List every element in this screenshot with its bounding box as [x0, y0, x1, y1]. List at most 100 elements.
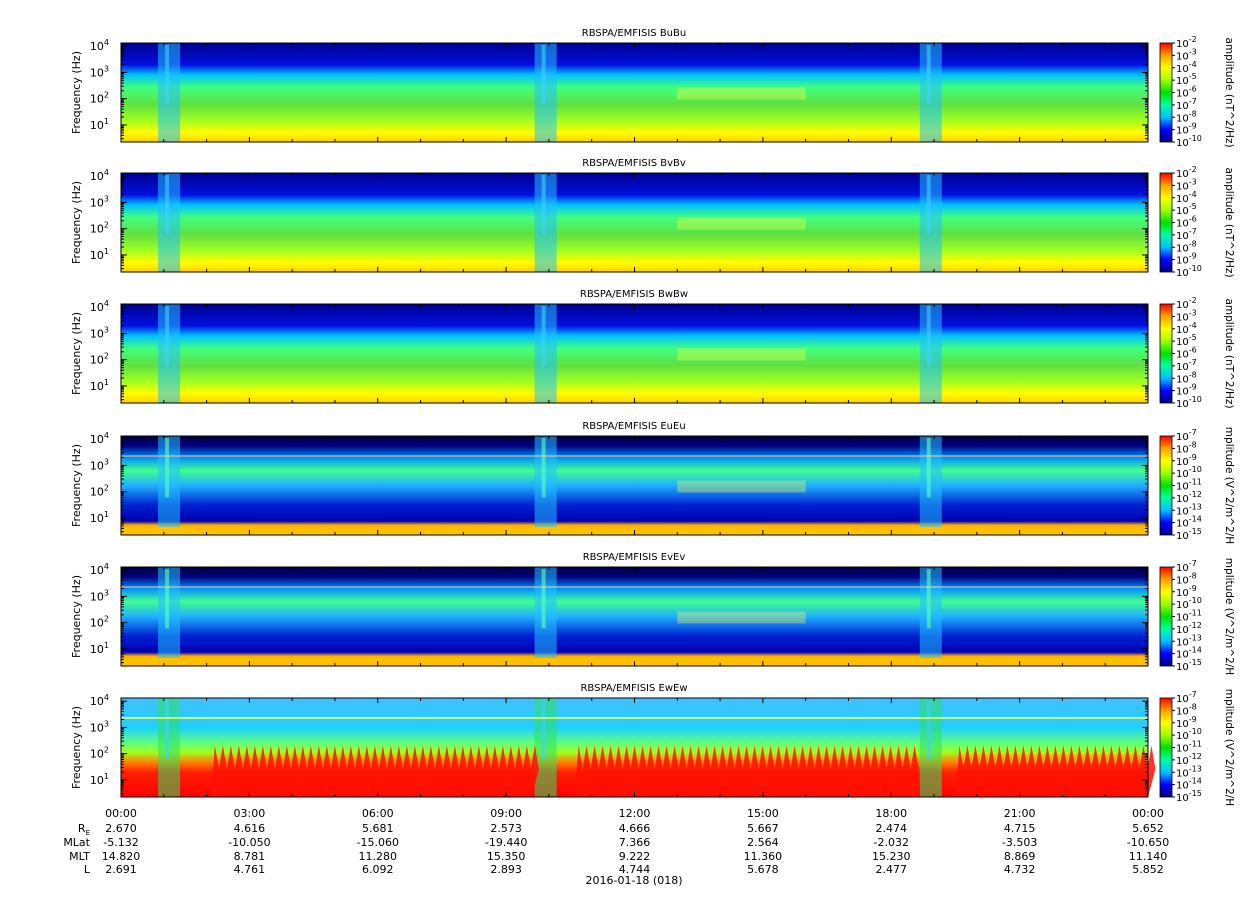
ephemeris-value: 5.681	[362, 822, 394, 835]
ephemeris-value: 2.893	[490, 863, 522, 876]
colorbar-label: amplitude (nT^2/Hz)	[1223, 298, 1235, 408]
ephemeris-value: -3.503	[1002, 836, 1037, 849]
colorbar-tick-label: 10-13	[1176, 633, 1202, 648]
ephemeris-value: -2.032	[874, 836, 909, 849]
panel-title: RBSPA/EMFISIS EuEu	[582, 421, 685, 432]
x-tick-label: 06:00	[362, 807, 394, 820]
ephemeris-value: 2.691	[105, 863, 137, 876]
ephemeris-value: 11.280	[359, 850, 398, 863]
y-axis-label: Frequency (Hz)	[70, 706, 83, 789]
panel-title: RBSPA/EMFISIS BvBv	[582, 158, 686, 169]
colorbar-tick-label: 10-7	[1176, 559, 1197, 574]
perigee-spike	[165, 569, 170, 629]
y-tick-label: 104	[90, 299, 109, 314]
perigee-spike	[926, 438, 931, 498]
colorbar-tick-label: 10-5	[1176, 202, 1197, 217]
panel-title: RBSPA/EMFISIS EwEw	[580, 683, 687, 694]
panel-2: RBSPA/EMFISIS BvBv 101 102 103 104 Frequency …	[70, 158, 1235, 279]
ephemeris-value: 4.715	[1004, 822, 1036, 835]
y-axis-label: Frequency (Hz)	[70, 181, 83, 264]
colorbar-label: mplitude (V^2/m^2/H	[1223, 558, 1235, 675]
ephemeris-value: 4.616	[234, 822, 266, 835]
perigee-spike	[926, 306, 931, 366]
ephemeris-value: 6.092	[362, 863, 394, 876]
y-tick-label: 102	[90, 352, 109, 367]
colorbar-tick-label: 10-6	[1176, 215, 1197, 230]
panel-title: RBSPA/EMFISIS BwBw	[580, 289, 688, 300]
colorbar-label: amplitude (nT^2/Hz)	[1223, 37, 1235, 147]
x-tick-label: 21:00	[1004, 807, 1036, 820]
x-tick-label: 09:00	[490, 807, 522, 820]
colorbar-tick-label: 10-7	[1176, 690, 1197, 705]
colorbar-tick-label: 10-9	[1176, 252, 1197, 267]
colorbar-tick-label: 10-8	[1176, 702, 1197, 717]
ephemeris-value: 5.652	[1132, 822, 1164, 835]
spectrogram-image	[121, 304, 1148, 403]
colorbar-tick-label: 10-12	[1176, 752, 1202, 767]
ephemeris-table: RE 2.670 4.616 5.681 2.573 4.666 5.667 2.474 4.7…	[63, 822, 1169, 876]
colorbar-tick-label: 10-5	[1176, 333, 1197, 348]
colorbar-tick-label: 10-15	[1176, 527, 1202, 542]
spectrogram-image	[121, 173, 1148, 272]
spectrogram-image	[121, 43, 1148, 142]
perigee-spike	[165, 175, 170, 235]
hiss-enhancement	[677, 480, 806, 493]
ephemeris-value: 8.869	[1004, 850, 1036, 863]
colorbar-tick-label: 10-8	[1176, 370, 1197, 385]
panel-5: RBSPA/EMFISIS EvEv 101 102 103 104 Frequency …	[70, 552, 1235, 675]
hiss-enhancement	[677, 217, 806, 230]
panel-3: RBSPA/EMFISIS BwBw 101 102 103 104 Frequency …	[70, 289, 1235, 410]
ephemeris-value: -19.440	[485, 836, 527, 849]
perigee-spike	[926, 45, 931, 105]
colorbar	[1159, 697, 1173, 798]
colorbar-tick-label: 10-9	[1176, 383, 1197, 398]
x-tick-label: 15:00	[747, 807, 779, 820]
y-axis-label: Frequency (Hz)	[70, 444, 83, 527]
x-tick-label: 00:00	[105, 807, 137, 820]
x-tick-label: 03:00	[234, 807, 266, 820]
colorbar-tick-label: 10-2	[1176, 296, 1197, 311]
ephemeris-value: -15.060	[357, 836, 399, 849]
colorbar-label: mplitude (V^2/m^2/H	[1223, 427, 1235, 544]
colorbar-tick-label: 10-8	[1176, 239, 1197, 254]
colorbar-tick-label: 10-10	[1176, 395, 1202, 410]
ephemeris-row-label: RE	[78, 822, 90, 837]
y-tick-label: 101	[90, 378, 109, 393]
colorbar-tick-label: 10-3	[1176, 177, 1197, 192]
panels-group: RBSPA/EMFISIS BuBu 101 102 103 104 Frequency …	[70, 28, 1235, 806]
ephemeris-value: 5.678	[747, 863, 779, 876]
ephemeris-row-label: MLT	[69, 850, 90, 863]
colorbar-tick-label: 10-2	[1176, 35, 1197, 50]
y-tick-label: 102	[90, 221, 109, 236]
colorbar	[1159, 42, 1173, 143]
colorbar	[1159, 435, 1173, 536]
y-tick-label: 103	[90, 64, 109, 79]
y-axis-label: Frequency (Hz)	[70, 51, 83, 134]
colorbar-tick-label: 10-12	[1176, 621, 1202, 636]
perigee-spike	[165, 306, 170, 366]
colorbar-tick-label: 10-10	[1176, 465, 1202, 480]
ephemeris-value: 11.140	[1129, 850, 1168, 863]
perigee-spike	[541, 438, 546, 498]
x-tick-label: 00:00	[1132, 807, 1164, 820]
y-tick-label: 102	[90, 484, 109, 499]
spectrogram-image	[121, 567, 1148, 666]
colorbar-tick-label: 10-5	[1176, 72, 1197, 87]
spectrogram-image	[121, 436, 1148, 535]
perigee-spike	[926, 700, 931, 760]
colorbar-tick-label: 10-10	[1176, 596, 1202, 611]
ephemeris-value: 14.820	[102, 850, 141, 863]
colorbar-tick-label: 10-9	[1176, 584, 1197, 599]
hiss-enhancement	[677, 611, 806, 624]
panel-4: RBSPA/EMFISIS EuEu 101 102 103 104 Frequency …	[70, 421, 1235, 544]
y-tick-label: 101	[90, 772, 109, 787]
colorbar-tick-label: 10-8	[1176, 571, 1197, 586]
ephemeris-value: 4.732	[1004, 863, 1036, 876]
ephemeris-value: 4.761	[234, 863, 266, 876]
y-tick-label: 104	[90, 693, 109, 708]
ephemeris-row-label: MLat	[63, 836, 90, 849]
colorbar-label: amplitude (nT^2/Hz)	[1223, 167, 1235, 277]
ephemeris-value: 5.852	[1132, 863, 1164, 876]
perigee-spike	[541, 175, 546, 235]
